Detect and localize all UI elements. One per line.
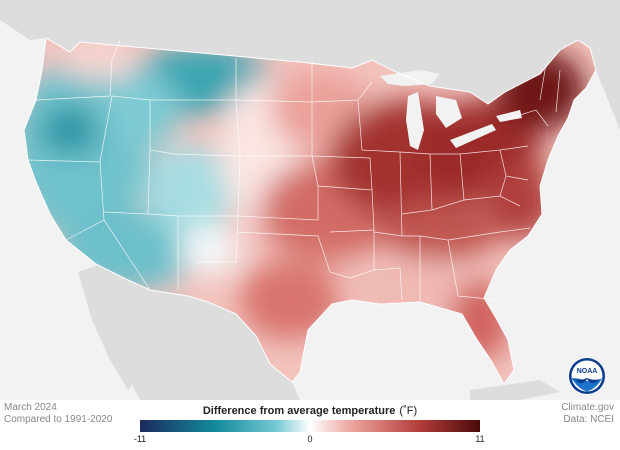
legend-unit: (˚F) <box>399 405 418 417</box>
lake-erie <box>450 124 496 148</box>
source-data-label: Data: NCEI <box>563 414 614 425</box>
baja-peninsula <box>78 266 136 390</box>
temperature-anomaly-map <box>0 0 620 400</box>
baseline-label: Compared to 1991-2020 <box>4 414 113 425</box>
legend-tick-mid: 0 <box>307 434 313 444</box>
us-outline <box>23 37 597 385</box>
lake-ontario <box>496 110 522 122</box>
legend-title-text: Difference from average temperature <box>202 405 396 417</box>
noaa-logo-text: NOAA <box>577 368 598 375</box>
footer-left: March 2024 Compared to 1991-2020 <box>4 402 112 426</box>
lake-michigan <box>406 92 424 150</box>
lake-huron <box>436 96 462 128</box>
period-label: March 2024 <box>4 402 57 413</box>
mexico-landmass <box>90 264 300 400</box>
cuba-landmass <box>470 380 560 400</box>
legend-title: Difference from average temperature (˚F) <box>140 405 480 417</box>
noaa-logo: NOAA <box>569 358 605 394</box>
legend-color-bar <box>140 420 480 432</box>
canada-landmass <box>0 0 620 130</box>
state-boundaries <box>27 39 561 301</box>
legend-tick-min: -11 <box>133 434 147 444</box>
legend-tick-max: 11 <box>475 434 485 444</box>
footer-right: Climate.gov Data: NCEI <box>561 402 614 426</box>
map-canvas <box>0 0 620 400</box>
source-site-label: Climate.gov <box>561 402 614 413</box>
